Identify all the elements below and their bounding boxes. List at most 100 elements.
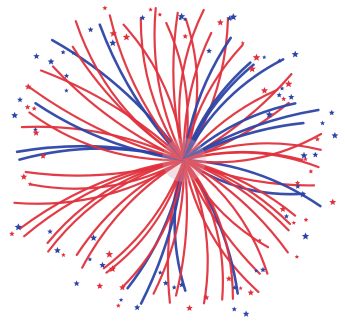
red-star-icon [109, 29, 117, 37]
blue-star-icon [157, 270, 163, 275]
red-star-icon [248, 65, 256, 73]
blue-streak [34, 102, 186, 162]
blue-star-icon [312, 151, 319, 158]
red-star-icon [303, 156, 308, 162]
blue-star-icon [276, 92, 282, 98]
firework-core [162, 138, 206, 182]
red-star-icon [279, 205, 287, 212]
red-star-icon [216, 19, 224, 26]
blue-star-icon [295, 183, 301, 189]
red-streak [102, 158, 186, 270]
blue-star-icon [178, 16, 183, 21]
red-star-icon [303, 217, 309, 222]
blue-star-icon [242, 310, 250, 317]
red-streak [182, 31, 213, 162]
red-streak [182, 158, 234, 300]
red-star-icon [32, 129, 40, 136]
blue-star-icon [171, 284, 177, 290]
blue-star-icon [162, 280, 169, 286]
red-star-icon [308, 168, 314, 174]
red-streak [28, 85, 186, 162]
blue-star-icon [301, 232, 310, 240]
red-streak [139, 17, 186, 162]
red-star-icon [186, 304, 193, 311]
red-star-icon [31, 105, 37, 111]
blue-star-icon [279, 86, 285, 91]
blue-star-icon [265, 110, 274, 118]
blue-star-icon [299, 190, 307, 198]
blue-star-icon [288, 93, 295, 100]
blue-star-icon [54, 246, 61, 254]
red-star-icon [238, 286, 243, 291]
red-star-icon [24, 104, 31, 110]
red-star-icon [225, 275, 232, 282]
blue-star-icon [178, 281, 185, 288]
red-streak [28, 111, 186, 162]
red-star-icon [24, 83, 32, 90]
red-star-icon [148, 7, 153, 12]
red-star-icon [329, 198, 337, 206]
red-star-icon [102, 5, 108, 11]
blue-star-icon [291, 50, 299, 58]
red-streak [174, 158, 189, 297]
blue-star-icon [229, 13, 238, 21]
red-streak [182, 158, 209, 305]
red-streak [182, 158, 290, 232]
blue-star-icon [182, 16, 188, 22]
red-star-icon [96, 282, 104, 289]
blue-star-icon [134, 304, 141, 311]
blue-star-icon [14, 223, 23, 231]
red-star-icon [261, 87, 268, 94]
red-streak [182, 88, 279, 162]
red-star-icon [105, 250, 114, 258]
blue-star-icon [33, 53, 40, 59]
red-streak [74, 20, 186, 162]
red-streak [51, 65, 186, 162]
blue-star-icon [277, 58, 282, 63]
red-streak [40, 69, 186, 162]
blue-star-icon [254, 268, 259, 273]
red-streak [121, 158, 186, 289]
blue-star-icon [331, 132, 339, 139]
red-star-icon [20, 173, 28, 180]
blue-star-icon [284, 213, 289, 219]
red-streak [152, 158, 186, 295]
red-star-icon [39, 152, 47, 159]
red-streak [182, 158, 260, 293]
blue-star-icon [47, 58, 55, 65]
red-streak [182, 142, 322, 162]
red-streak [182, 158, 269, 275]
burst-core [162, 138, 206, 182]
red-streak [24, 158, 186, 177]
firework-streaks [13, 7, 323, 305]
blue-star-icon [90, 234, 98, 241]
blue-streak [182, 121, 305, 162]
red-streak [105, 158, 186, 274]
red-star-icon [252, 53, 261, 61]
red-streak [182, 132, 323, 164]
red-star-icon [61, 252, 66, 257]
red-star-icon [294, 180, 301, 186]
red-streak [178, 8, 205, 162]
red-star-icon [291, 220, 297, 225]
blue-star-icon [63, 73, 70, 79]
blue-star-icon [64, 88, 69, 93]
red-star-icon [119, 284, 126, 291]
red-star-icon [182, 33, 188, 39]
red-star-icon [157, 12, 163, 17]
red-star-icon [108, 265, 117, 272]
red-star-icon [203, 294, 210, 301]
blue-star-icon [47, 228, 53, 234]
red-star-icon [281, 96, 287, 102]
red-streak [182, 44, 244, 162]
red-star-icon [122, 33, 131, 41]
red-streak [153, 7, 186, 162]
blue-star-icon [11, 111, 19, 119]
blue-star-icon [71, 50, 76, 55]
red-star-icon [284, 80, 293, 88]
blue-streak [182, 102, 297, 162]
blue-star-icon [320, 120, 325, 126]
red-star-icon [257, 238, 262, 243]
